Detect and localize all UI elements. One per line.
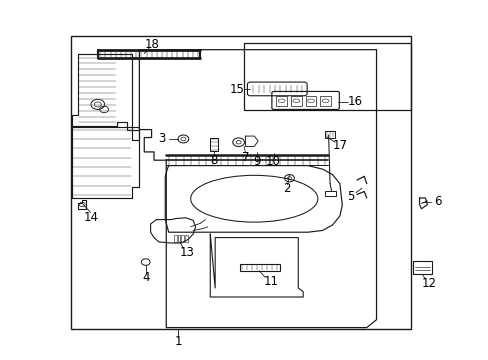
Text: 1: 1 xyxy=(174,335,182,348)
Text: 7: 7 xyxy=(241,151,249,164)
Bar xyxy=(210,138,218,151)
Bar xyxy=(173,235,176,242)
Text: 5: 5 xyxy=(346,190,354,203)
Text: 3: 3 xyxy=(157,132,165,145)
Text: 2: 2 xyxy=(283,182,290,195)
Text: 16: 16 xyxy=(347,95,362,108)
Bar xyxy=(239,264,279,271)
Bar xyxy=(181,235,184,242)
Bar xyxy=(276,96,286,106)
Bar xyxy=(177,235,180,242)
Text: 9: 9 xyxy=(253,155,261,168)
Bar xyxy=(325,191,335,196)
Bar xyxy=(325,131,334,138)
Bar xyxy=(412,261,431,274)
Bar xyxy=(244,43,410,110)
Text: 11: 11 xyxy=(264,275,278,288)
Bar xyxy=(290,96,301,106)
Text: 18: 18 xyxy=(145,38,160,51)
Bar xyxy=(320,96,330,106)
Text: 17: 17 xyxy=(332,139,346,152)
Text: 4: 4 xyxy=(142,271,149,284)
Text: 14: 14 xyxy=(84,211,99,224)
Text: 10: 10 xyxy=(265,156,280,168)
Text: 13: 13 xyxy=(180,246,194,259)
Bar xyxy=(185,235,188,242)
Bar xyxy=(305,96,316,106)
Bar xyxy=(71,36,410,329)
Text: 6: 6 xyxy=(433,195,441,208)
Text: 8: 8 xyxy=(210,154,218,167)
Text: 15: 15 xyxy=(229,83,244,96)
Text: 12: 12 xyxy=(421,277,436,290)
